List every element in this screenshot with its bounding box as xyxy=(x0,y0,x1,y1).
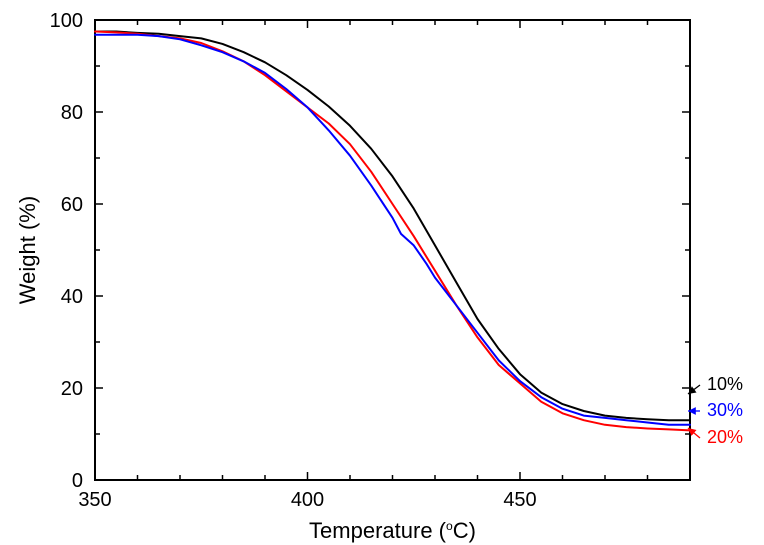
y-tick-label: 20 xyxy=(61,378,83,400)
x-tick-label: 450 xyxy=(503,489,536,511)
y-axis-label: Weight (%) xyxy=(15,196,40,304)
series-label: 10% xyxy=(707,374,743,394)
tga-chart: 350400450020406080100Temperature (oC)Wei… xyxy=(0,0,764,545)
chart-container: 350400450020406080100Temperature (oC)Wei… xyxy=(0,0,764,545)
series-label: 30% xyxy=(707,400,743,420)
x-tick-label: 350 xyxy=(78,489,111,511)
y-tick-label: 0 xyxy=(72,470,83,492)
series-label: 20% xyxy=(707,427,743,447)
y-tick-label: 80 xyxy=(61,102,83,124)
y-tick-label: 40 xyxy=(61,286,83,308)
x-tick-label: 400 xyxy=(291,489,324,511)
y-tick-label: 60 xyxy=(61,194,83,216)
y-tick-label: 100 xyxy=(50,10,83,32)
